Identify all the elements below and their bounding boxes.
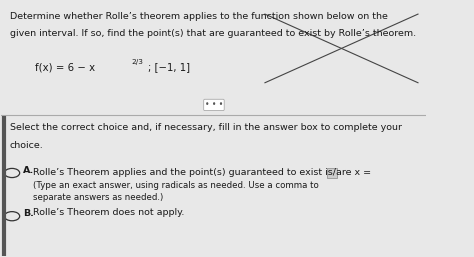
Text: Select the correct choice and, if necessary, fill in the answer box to complete : Select the correct choice and, if necess… (10, 123, 402, 132)
Text: ; [−1, 1]: ; [−1, 1] (148, 62, 190, 72)
Text: choice.: choice. (10, 141, 44, 150)
Text: Determine whether Rolle’s theorem applies to the function shown below on the: Determine whether Rolle’s theorem applie… (10, 12, 388, 21)
Text: Rolle’s Theorem applies and the point(s) guaranteed to exist is/are x =: Rolle’s Theorem applies and the point(s)… (33, 168, 372, 177)
Text: given interval. If so, find the point(s) that are guaranteed to exist by Rolle’s: given interval. If so, find the point(s)… (10, 29, 416, 38)
Text: f(x) = 6 − x: f(x) = 6 − x (36, 62, 96, 72)
Text: B.: B. (23, 209, 34, 218)
FancyBboxPatch shape (327, 168, 337, 178)
Text: separate answers as needed.): separate answers as needed.) (33, 193, 164, 202)
Text: • • •: • • • (205, 100, 223, 109)
Text: A.: A. (23, 166, 34, 175)
Text: (Type an exact answer, using radicals as needed. Use a comma to: (Type an exact answer, using radicals as… (33, 181, 319, 190)
Text: Rolle’s Theorem does not apply.: Rolle’s Theorem does not apply. (33, 208, 185, 217)
Text: 2/3: 2/3 (131, 59, 143, 65)
